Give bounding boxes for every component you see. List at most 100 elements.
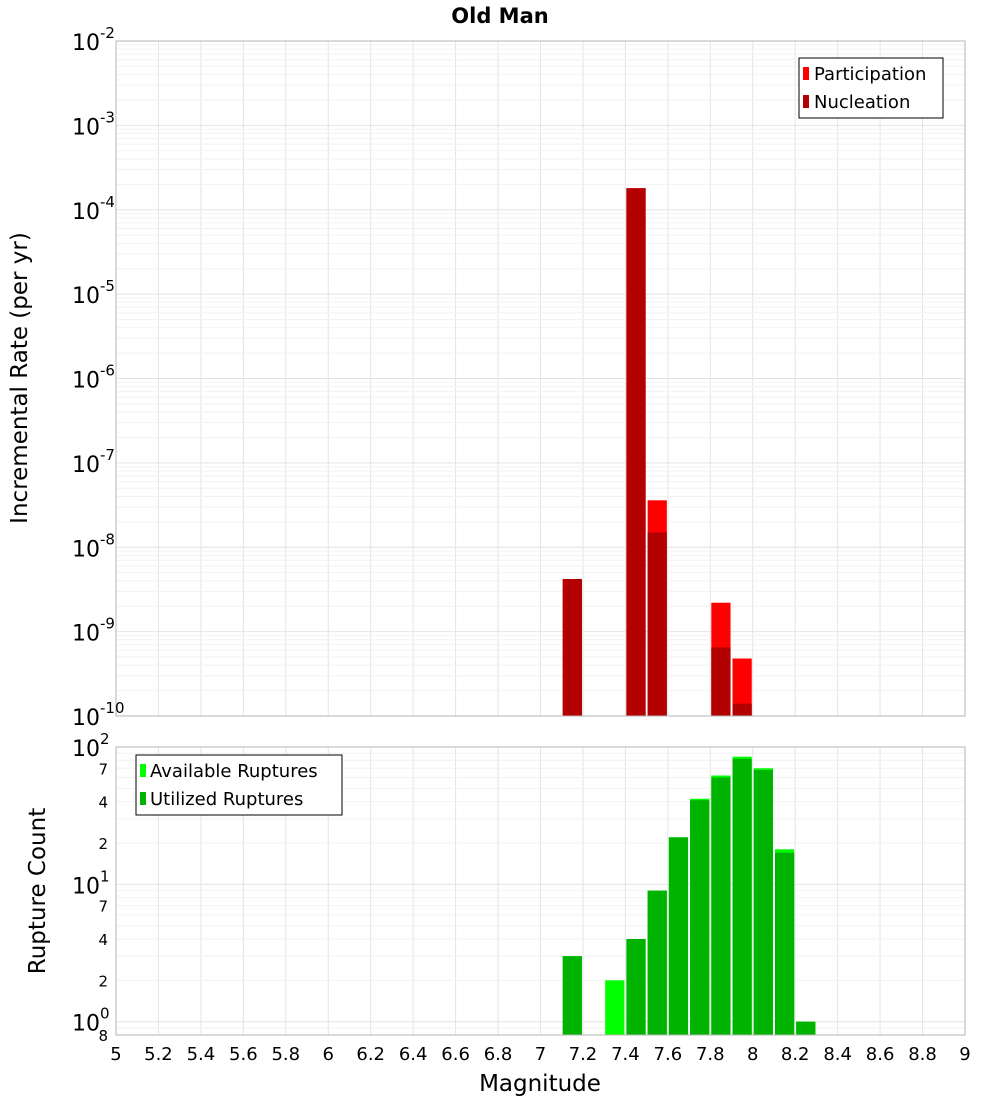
count-y-tick-label: 101 — [72, 867, 110, 899]
rate-y-axis-label: Incremental Rate (per yr) — [7, 232, 33, 524]
rate-grid — [115, 40, 966, 717]
y-tick-base: 10 — [72, 622, 100, 647]
y-tick-exponent: -7 — [100, 446, 115, 464]
utilized-ruptures-bar — [796, 1021, 816, 1035]
count-legend: Available Ruptures Utilized Ruptures — [135, 754, 343, 816]
y-tick-exponent: 1 — [100, 867, 110, 885]
count-y-minor-tick-label: 2 — [98, 835, 108, 853]
utilized-ruptures-bar — [647, 890, 667, 1035]
utilized-ruptures-bar — [668, 837, 689, 1035]
x-tick-label: 8.2 — [781, 1044, 810, 1065]
y-tick-exponent: -4 — [100, 193, 115, 211]
count-y-minor-tick-label: 7 — [98, 760, 108, 778]
x-tick-label: 6.8 — [484, 1044, 513, 1065]
utilized-ruptures-bar — [562, 956, 582, 1035]
nucleation-bar — [626, 188, 646, 717]
utilized-ruptures-bar — [753, 770, 773, 1035]
x-tick-label: 8.4 — [823, 1044, 852, 1065]
y-tick-exponent: 2 — [100, 730, 110, 748]
nucleation-legend-label: Nucleation — [814, 92, 910, 113]
x-tick-label: 7.4 — [611, 1044, 640, 1065]
rate-bars — [562, 188, 752, 717]
y-tick-base: 10 — [72, 453, 100, 478]
count-grid — [115, 746, 966, 1036]
count-legend-box — [135, 754, 343, 816]
x-tick-label: 6.2 — [356, 1044, 385, 1065]
rate-legend: Participation Nucleation — [798, 57, 944, 119]
y-tick-base: 10 — [72, 200, 100, 225]
x-tick-label: 6.4 — [399, 1044, 428, 1065]
rate-legend-box — [798, 57, 944, 119]
x-tick-label: 6 — [323, 1044, 334, 1065]
y-tick-base: 10 — [72, 737, 100, 762]
y-tick-base: 10 — [72, 115, 100, 140]
x-tick-label: 7.8 — [696, 1044, 725, 1065]
nucleation-bar — [647, 532, 667, 716]
participation-legend-swatch — [803, 67, 809, 80]
rate-y-tick-label: 10-9 — [72, 615, 115, 647]
y-tick-exponent: -5 — [100, 277, 115, 295]
x-tick-label: 9 — [959, 1044, 970, 1065]
nucleation-bar — [711, 647, 731, 716]
nucleation-bar — [732, 703, 752, 716]
participation-legend-label: Participation — [814, 64, 926, 85]
y-tick-base: 10 — [72, 284, 100, 309]
rate-plot-frame — [115, 40, 966, 717]
utilized-ruptures-bar — [732, 758, 752, 1035]
nucleation-bar — [562, 579, 582, 716]
count-y-minor-tick-label: 4 — [98, 794, 108, 812]
nucleation-legend-swatch — [803, 95, 809, 108]
x-tick-label: 8.8 — [908, 1044, 937, 1065]
rate-y-tick-label: 10-10 — [72, 699, 125, 731]
rate-y-tick-label: 10-7 — [72, 446, 115, 478]
y-tick-exponent: 0 — [100, 1005, 110, 1023]
count-y-tick-label: 102 — [72, 730, 110, 762]
available-ruptures-legend-swatch — [140, 764, 146, 777]
count-y-minor-tick-label: 4 — [98, 931, 108, 949]
x-tick-label: 8 — [747, 1044, 758, 1065]
y-tick-base: 10 — [72, 874, 100, 899]
chart-title: Old Man — [451, 4, 548, 28]
utilized-ruptures-bar — [690, 800, 710, 1035]
x-tick-label: 7 — [535, 1044, 546, 1065]
y-tick-exponent: -3 — [100, 108, 115, 126]
count-y-minor-tick-label: 2 — [98, 972, 108, 990]
rate-y-ticks: 10-210-310-410-510-610-710-810-910-10 — [72, 24, 125, 731]
utilized-ruptures-bar — [774, 852, 795, 1035]
count-bars — [562, 756, 816, 1035]
count-y-minor-tick-label: 8 — [98, 1027, 108, 1045]
y-tick-exponent: -6 — [100, 362, 115, 380]
rate-y-tick-label: 10-8 — [72, 530, 115, 562]
x-tick-label: 5.4 — [187, 1044, 216, 1065]
rate-panel: 10-210-310-410-510-610-710-810-910-10 In… — [7, 24, 966, 731]
y-tick-exponent: -10 — [100, 699, 125, 717]
available-ruptures-legend-label: Available Ruptures — [150, 761, 318, 782]
y-tick-exponent: -2 — [100, 24, 115, 42]
available-ruptures-bar — [605, 980, 625, 1035]
x-tick-label: 5.2 — [144, 1044, 173, 1065]
x-tick-label: 8.6 — [866, 1044, 895, 1065]
rate-y-tick-label: 10-5 — [72, 277, 115, 309]
y-tick-base: 10 — [72, 706, 100, 731]
y-tick-base: 10 — [72, 31, 100, 56]
participation-bar — [732, 658, 752, 716]
utilized-ruptures-bar — [711, 777, 731, 1035]
y-tick-base: 10 — [72, 369, 100, 394]
utilized-ruptures-legend-swatch — [140, 792, 146, 805]
x-tick-label: 7.2 — [569, 1044, 598, 1065]
count-y-axis-label: Rupture Count — [25, 808, 51, 974]
y-tick-base: 10 — [72, 1012, 100, 1037]
x-tick-labels: 5 5.2 5.4 5.6 5.8 6 6.2 6.4 6.6 6.8 7 7.2 7.4 7.6 7.8 8… — [110, 1044, 970, 1065]
rate-y-tick-label: 10-4 — [72, 193, 115, 225]
rate-y-tick-label: 10-6 — [72, 362, 115, 394]
x-tick-label: 5.8 — [271, 1044, 300, 1065]
y-tick-base: 10 — [72, 537, 100, 562]
y-tick-exponent: -9 — [100, 615, 115, 633]
utilized-ruptures-legend-label: Utilized Ruptures — [150, 789, 303, 810]
utilized-ruptures-bar — [626, 939, 646, 1035]
count-y-minor-tick-label: 7 — [98, 898, 108, 916]
x-tick-label: 7.6 — [654, 1044, 683, 1065]
